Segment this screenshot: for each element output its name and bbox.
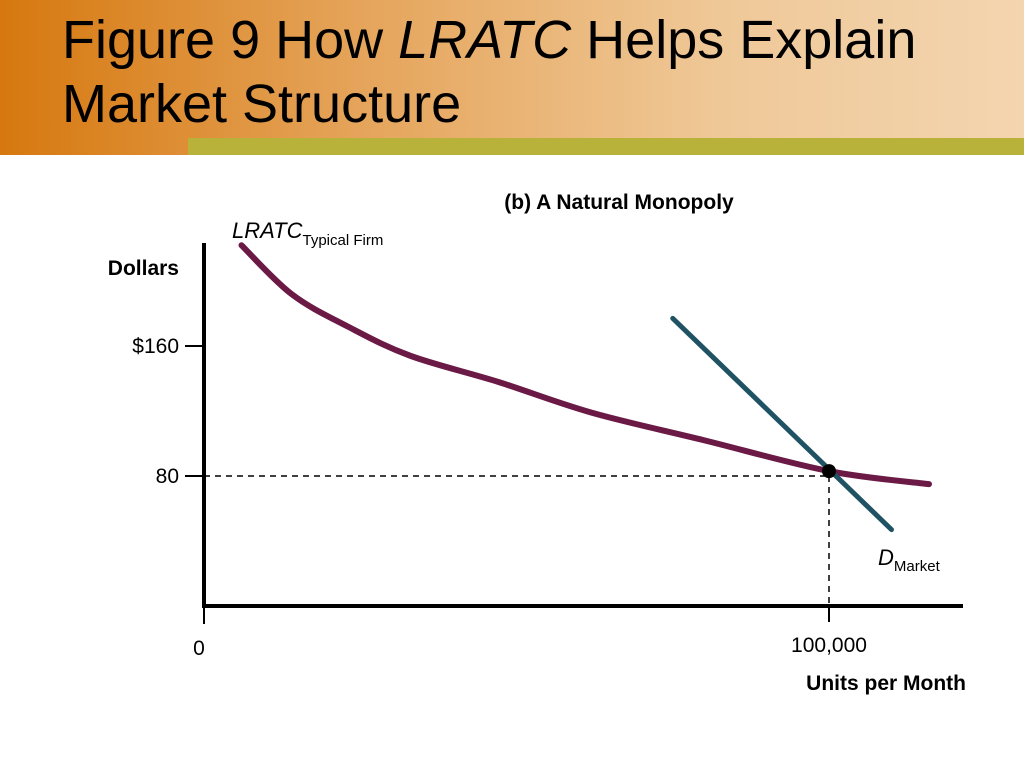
title-line2: Market Structure (62, 74, 462, 134)
demand-line (670, 315, 894, 533)
lratc-curve (238, 242, 932, 488)
lratc-label: LRATCTypical Firm (232, 218, 383, 249)
x-tick-label-1: 100,000 (791, 634, 867, 657)
x-axis-label: Units per Month (806, 672, 966, 695)
slide-title: Figure 9 How LRATC Helps Explain Market S… (62, 8, 916, 136)
demand-label: DMarket (878, 545, 941, 575)
intersection-point-0 (822, 464, 836, 479)
title-italic: LRATC (398, 10, 572, 70)
title-header (0, 0, 1024, 155)
y-tick-label-0: $160 (132, 335, 179, 358)
y-axis-label: Dollars (108, 257, 179, 280)
title-suffix: Helps Explain (571, 10, 917, 70)
accent-bar (188, 138, 1024, 155)
chart-title: (b) A Natural Monopoly (504, 191, 734, 214)
x-tick-label-0: 0 (193, 637, 205, 660)
y-tick-label-1: 80 (156, 465, 179, 488)
title-prefix: Figure 9 How (62, 10, 399, 70)
